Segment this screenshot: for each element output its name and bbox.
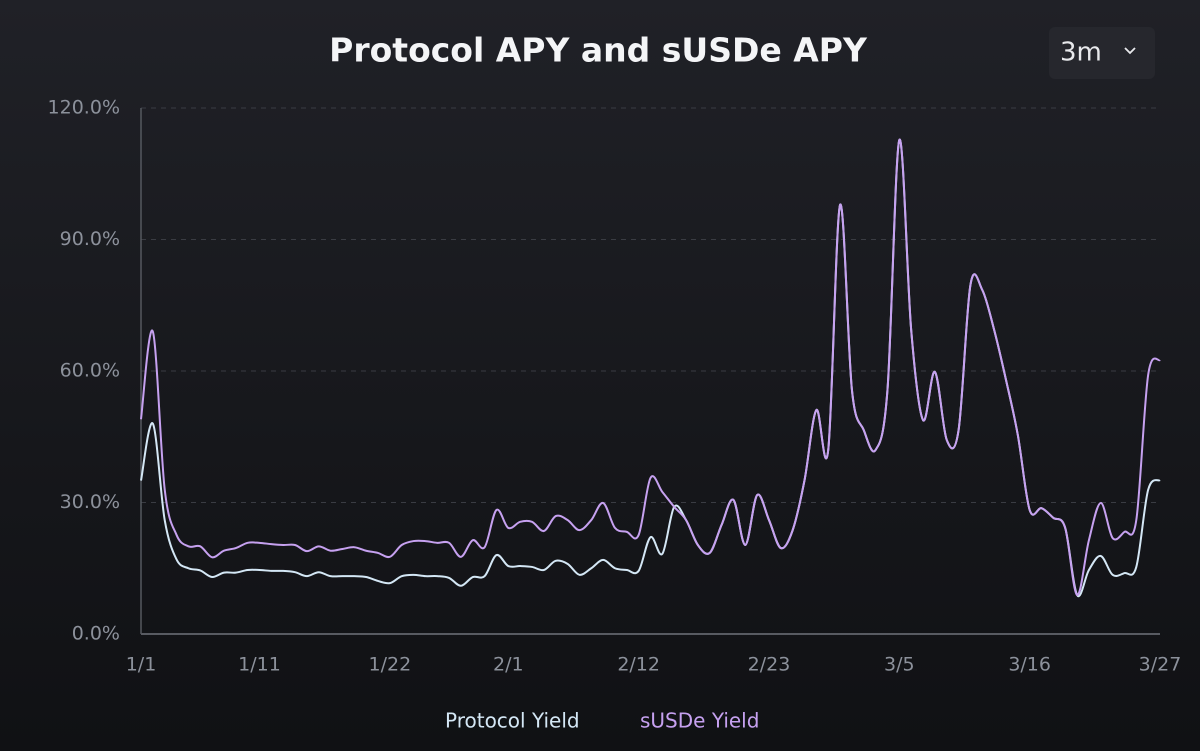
chevron-icon[interactable] xyxy=(1124,47,1136,55)
x-tick-label: 2/1 xyxy=(493,654,524,676)
x-tick-label: 2/23 xyxy=(748,654,791,676)
y-tick-label: 60.0% xyxy=(60,360,120,382)
x-tick-label: 3/16 xyxy=(1008,654,1051,676)
x-tick-label: 1/11 xyxy=(238,654,281,676)
y-tick-label: 0.0% xyxy=(72,623,120,645)
y-tick-label: 120.0% xyxy=(48,97,120,119)
line-series xyxy=(140,138,1161,598)
chart-title: Protocol APY and sUSDe APY xyxy=(329,31,868,70)
range-selector[interactable]: 3m xyxy=(1049,27,1155,79)
line-series xyxy=(140,138,1161,596)
x-tick-label: 2/12 xyxy=(617,654,660,676)
x-tick-label: 1/22 xyxy=(368,654,411,676)
legend-label: Protocol Yield xyxy=(445,709,580,733)
range-selector-label[interactable]: 3m xyxy=(1060,38,1102,68)
x-tick-label: 3/5 xyxy=(884,654,915,676)
legend-label: sUSDe Yield xyxy=(640,709,759,733)
y-tick-label: 30.0% xyxy=(60,491,120,513)
y-tick-label: 90.0% xyxy=(60,228,120,250)
x-tick-label: 1/1 xyxy=(126,654,157,676)
range-selector-box[interactable] xyxy=(1049,27,1155,79)
x-tick-label: 3/27 xyxy=(1139,654,1182,676)
